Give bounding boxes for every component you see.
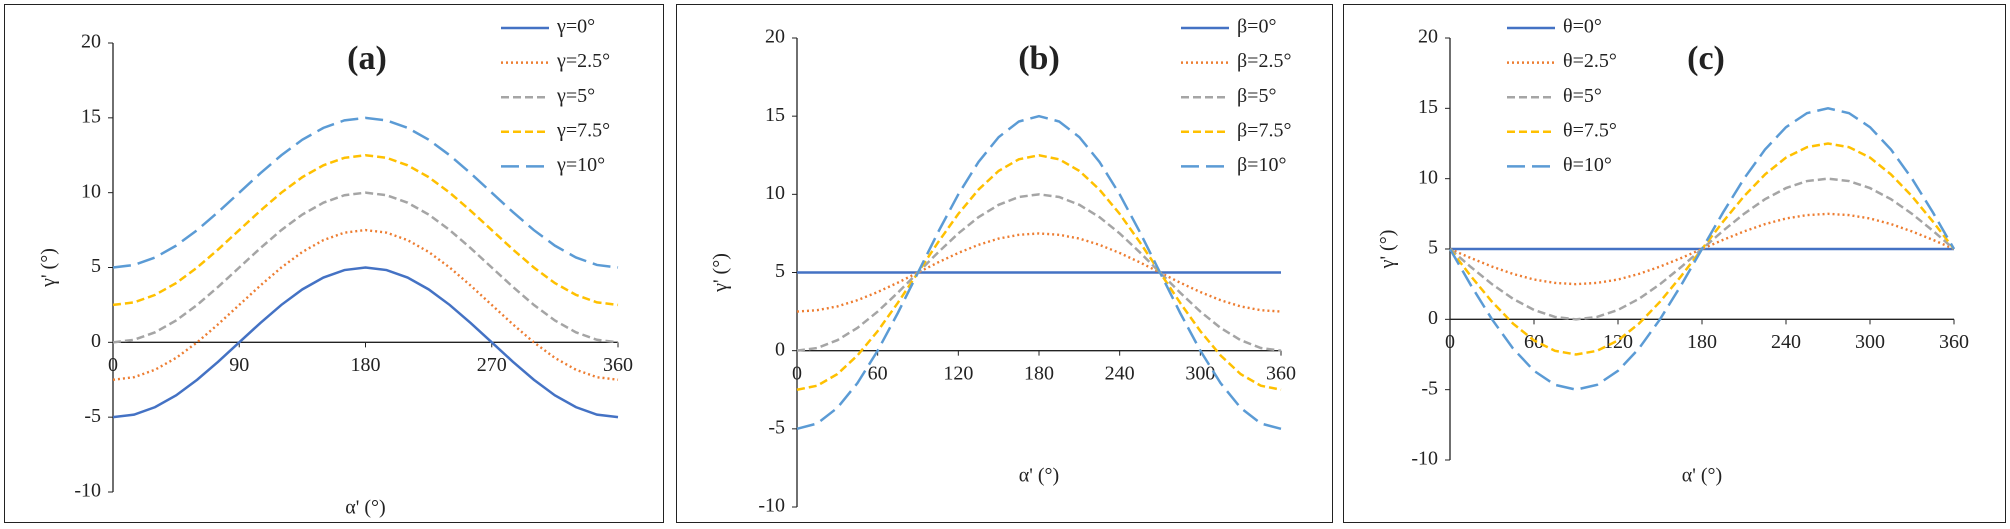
x-tick-label: 240 <box>1771 331 1801 353</box>
x-tick-label: 0 <box>1445 331 1455 353</box>
chart: -10 -5 0 5 10 15 20 0 90 180 270 360 α' (°) γ' (°) (a)… <box>38 16 633 519</box>
legend-label: γ=10° <box>556 154 605 176</box>
chart-title: (c) <box>1687 40 1725 77</box>
x-tick-label: 0 <box>792 362 802 384</box>
y-axis-label: γ' (°) <box>710 253 732 293</box>
legend-label: θ=5° <box>1563 85 1602 107</box>
y-tick-label: 5 <box>1428 237 1438 259</box>
series-line <box>796 114 1282 431</box>
x-axis-label: α' (°) <box>1019 465 1059 487</box>
legend-label: β=5° <box>1237 85 1276 107</box>
x-tick-label: 270 <box>477 354 507 376</box>
series-line <box>796 232 1282 313</box>
x-tick-label: 360 <box>603 354 633 376</box>
x-tick-label: 180 <box>1687 331 1717 353</box>
series-line <box>112 266 619 419</box>
x-tick-label: 60 <box>1524 331 1544 353</box>
x-tick-label: 240 <box>1105 362 1135 384</box>
series-line <box>796 193 1282 352</box>
x-tick-label: 120 <box>1603 331 1633 353</box>
legend-label: β=0° <box>1237 16 1276 38</box>
y-tick-label: 5 <box>91 255 101 277</box>
x-tick-label: 60 <box>868 362 888 384</box>
x-axis-label: α' (°) <box>1682 465 1722 487</box>
legend-label: γ=5° <box>556 85 595 107</box>
chart: -10 -5 0 5 10 15 20 0 60 120 180 240 300 360 α' (°) γ' … <box>1377 16 1969 487</box>
y-axis-label: γ' (°) <box>1377 230 1399 270</box>
y-tick-label: 0 <box>91 330 101 352</box>
legend-label: β=7.5° <box>1237 119 1291 141</box>
x-tick-label: 180 <box>1024 362 1054 384</box>
y-tick-label: -5 <box>84 405 101 427</box>
x-tick-label: 300 <box>1185 362 1215 384</box>
x-tick-label: 0 <box>108 354 118 376</box>
x-tick-label: 300 <box>1855 331 1885 353</box>
x-tick-label: 120 <box>943 362 973 384</box>
y-axis-label: γ' (°) <box>38 248 60 288</box>
x-axis-label: α' (°) <box>345 497 385 519</box>
y-tick-label: 0 <box>1428 307 1438 329</box>
series-line <box>112 228 619 381</box>
chart-panel: -10 -5 0 5 10 15 20 0 90 180 270 360 α' (°) γ' (°) (a)… <box>4 4 664 523</box>
y-tick-label: 10 <box>765 182 785 204</box>
chart-panel: -10 -5 0 5 10 15 20 0 60 120 180 240 300 360 α' (°) γ' … <box>676 4 1333 523</box>
chart-title: (b) <box>1018 40 1060 77</box>
series-line <box>1448 107 1956 391</box>
y-tick-label: 20 <box>1418 26 1438 48</box>
legend-label: θ=10° <box>1563 154 1612 176</box>
legend-label: β=10° <box>1237 154 1286 176</box>
legend-label: γ=2.5° <box>556 50 610 72</box>
legend-label: γ=7.5° <box>556 119 610 141</box>
x-tick-label: 360 <box>1266 362 1296 384</box>
y-tick-label: 20 <box>765 26 785 48</box>
series-line <box>112 191 619 344</box>
y-tick-label: 15 <box>1418 96 1438 118</box>
legend-label: θ=2.5° <box>1563 50 1617 72</box>
y-tick-label: -10 <box>74 480 101 502</box>
y-tick-label: 15 <box>81 105 101 127</box>
legend-label: β=2.5° <box>1237 50 1291 72</box>
y-tick-label: 10 <box>1418 166 1438 188</box>
chart-panel: -10 -5 0 5 10 15 20 0 60 120 180 240 300 360 α' (°) γ' … <box>1343 4 2006 523</box>
y-tick-label: 5 <box>775 260 785 282</box>
y-tick-label: -10 <box>1411 448 1438 470</box>
series-line <box>112 153 619 307</box>
chart-title: (a) <box>347 40 387 77</box>
legend-label: γ=0° <box>556 16 595 38</box>
series-line <box>796 153 1282 391</box>
chart: -10 -5 0 5 10 15 20 0 60 120 180 240 300 360 α' (°) γ' … <box>710 16 1296 517</box>
x-tick-label: 360 <box>1939 331 1969 353</box>
y-tick-label: 10 <box>81 180 101 202</box>
legend-label: θ=0° <box>1563 16 1602 38</box>
series-line <box>112 116 619 269</box>
legend-label: θ=7.5° <box>1563 119 1617 141</box>
y-tick-label: -5 <box>1421 377 1438 399</box>
y-tick-label: 15 <box>765 104 785 126</box>
y-tick-label: 20 <box>81 31 101 53</box>
x-tick-label: 90 <box>229 354 249 376</box>
y-tick-label: 0 <box>775 338 785 360</box>
y-tick-label: -10 <box>758 495 785 517</box>
y-tick-label: -5 <box>768 416 785 438</box>
x-tick-label: 180 <box>351 354 381 376</box>
